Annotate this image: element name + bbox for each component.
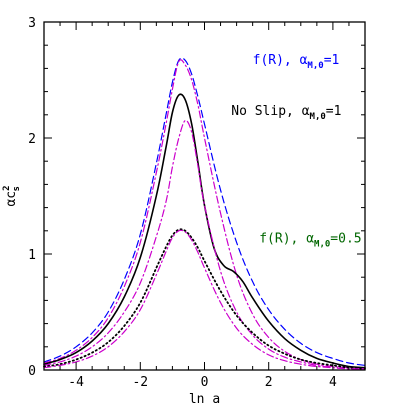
x-axis-label: ln a — [189, 392, 220, 407]
x-tick-label: 0 — [201, 375, 209, 390]
annotation-tail: =1 — [324, 53, 340, 68]
y-axis-label: αc2s — [2, 185, 22, 206]
axis-ticks — [43, 21, 366, 371]
x-tick-label: -4 — [68, 375, 84, 390]
x-tick-label: 2 — [265, 375, 273, 390]
y-tick-label: 2 — [28, 132, 36, 147]
y-tick-label: 3 — [28, 16, 36, 31]
annotation-sub: M,0 — [314, 239, 330, 249]
annotation-base: f(R), α — [253, 53, 308, 68]
y-axis-label-sub: s — [12, 186, 22, 191]
series-line-2 — [43, 59, 366, 370]
y-tick-label: 1 — [28, 248, 36, 263]
annotation-fr-alpha-0-5: f(R), αM,0=0.5 — [259, 231, 361, 249]
y-axis-label-sup: 2 — [2, 185, 12, 190]
x-tick-label: -2 — [132, 375, 148, 390]
series-line-3 — [43, 93, 366, 369]
annotation-sub: M,0 — [310, 112, 326, 122]
y-axis-label-base: αc — [4, 191, 19, 207]
series-group — [43, 57, 366, 370]
series-line-6 — [43, 229, 366, 370]
series-line-4 — [43, 119, 366, 370]
annotation-tail: =0.5 — [330, 231, 361, 246]
annotation-sub: M,0 — [307, 61, 323, 71]
x-tick-label: 4 — [329, 375, 337, 390]
y-tick-label: 0 — [28, 364, 36, 379]
annotation-fr-alpha-1: f(R), αM,0=1 — [253, 53, 340, 71]
series-line-5 — [43, 228, 366, 370]
annotation-tail: =1 — [326, 104, 342, 119]
plot-frame — [43, 21, 366, 371]
series-line-1 — [43, 57, 366, 366]
tick-labels: -4 -2 0 2 4 0 1 2 3 — [28, 16, 337, 390]
annotation-no-slip: No Slip, αM,0=1 — [231, 104, 341, 122]
annotation-base: No Slip, α — [231, 104, 309, 119]
annotation-base: f(R), α — [259, 231, 314, 246]
